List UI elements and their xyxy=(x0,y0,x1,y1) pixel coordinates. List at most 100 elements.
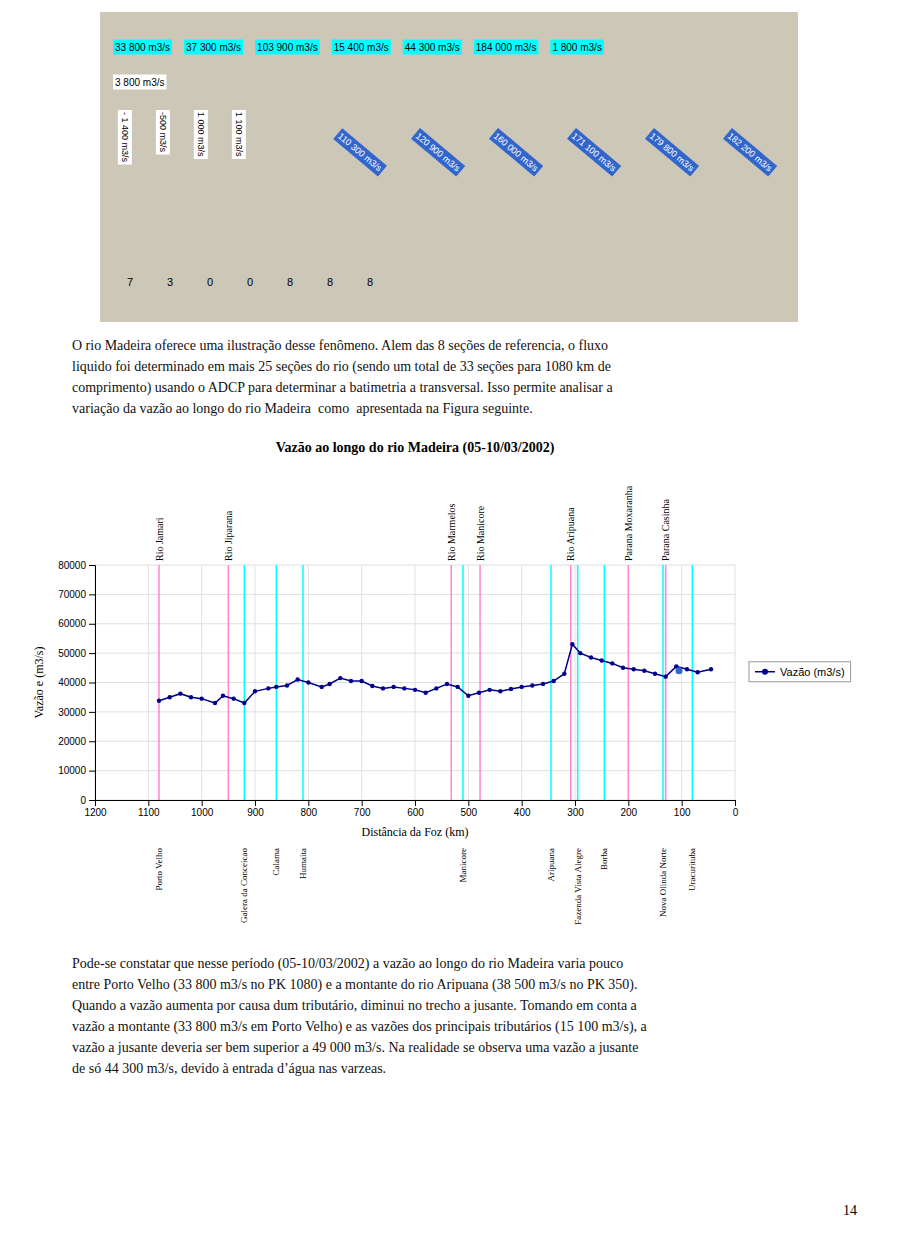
series-marker xyxy=(642,669,646,673)
series-marker xyxy=(599,658,603,662)
bottom-label: Uracurituba xyxy=(687,848,697,891)
paragraph-1-line: liquido foi determinado em mais 25 seçõe… xyxy=(72,359,611,375)
series-marker xyxy=(157,699,161,703)
top-label: Rio Jiparana xyxy=(223,510,234,561)
page: 33 800 m3/s37 300 m3/s103 900 m3/s15 400… xyxy=(0,0,898,1251)
y-tick-mark xyxy=(89,594,95,595)
map-cyan-label: 44 300 m3/s xyxy=(403,40,462,55)
x-tick-label: 500 xyxy=(460,807,477,818)
y-tick: 50000 xyxy=(58,648,95,659)
series-marker xyxy=(413,688,417,692)
grid-line-y xyxy=(95,711,735,712)
grid xyxy=(95,565,735,800)
series-marker xyxy=(709,667,713,671)
x-tick-mark xyxy=(682,800,683,806)
reference-line xyxy=(570,565,572,800)
reference-line xyxy=(662,565,664,800)
map-white-vertical-label: 1 000 m3/s xyxy=(194,110,208,159)
map-white-vertical-label-text: -500 m3/s xyxy=(158,112,168,153)
page-number: 14 xyxy=(843,1203,857,1218)
series-marker xyxy=(359,679,363,683)
series-marker xyxy=(213,701,217,705)
map-blue-label: 182 200 m3/s xyxy=(723,128,777,177)
series-marker xyxy=(695,670,699,674)
series-marker xyxy=(578,651,582,655)
map-small-number: 8 xyxy=(287,276,293,288)
map-white-vertical-label: - 1 400 m3/s xyxy=(118,110,132,165)
map-cyan-label-text: 33 800 m3/s xyxy=(115,42,170,53)
map-cyan-label: 37 300 m3/s xyxy=(184,40,243,55)
series-marker xyxy=(530,683,534,687)
map-blue-label: 179 800 m3/s xyxy=(645,128,699,177)
map-small-number: 7 xyxy=(127,276,133,288)
y-tick-mark xyxy=(89,653,95,654)
y-tick: 80000 xyxy=(58,560,95,571)
series-marker xyxy=(487,688,491,692)
x-tick-label: 800 xyxy=(300,807,317,818)
series-marker xyxy=(541,682,545,686)
map-blue-label-box xyxy=(489,128,543,177)
map-white-vertical-label-box xyxy=(156,110,170,155)
legend: Vazão (m3/s) xyxy=(749,662,851,682)
x-tick-mark xyxy=(202,800,203,806)
map-cyan-label: 15 400 m3/s xyxy=(332,40,391,55)
legend-frame xyxy=(749,662,851,682)
bottom-label: Nova Olinda Norte xyxy=(658,848,668,917)
map-small-number-text: 8 xyxy=(327,276,333,288)
map-small-number-text: 8 xyxy=(367,276,373,288)
x-tick-label: 0 xyxy=(733,807,739,818)
x-tick-label: 400 xyxy=(514,807,531,818)
series-marker xyxy=(319,685,323,689)
map-cyan-label-text: 15 400 m3/s xyxy=(334,42,389,53)
bottom-label: Porto Velho xyxy=(154,848,164,891)
x-tick-label: 200 xyxy=(620,807,637,818)
series-marker xyxy=(685,667,689,671)
reference-line xyxy=(451,565,453,800)
top-label: Rio Manicore xyxy=(475,505,486,561)
x-tick-label: 100 xyxy=(674,807,691,818)
map-cyan-label: 184 000 m3/s xyxy=(474,40,539,55)
series-marker xyxy=(477,691,481,695)
y-tick-label: 70000 xyxy=(58,589,86,600)
x-tick-label: 700 xyxy=(354,807,371,818)
series-marker xyxy=(402,686,406,690)
series-marker xyxy=(455,685,459,689)
series-marker xyxy=(306,680,310,684)
x-tick-label: 300 xyxy=(567,807,584,818)
top-label: Rio Jamari xyxy=(154,517,165,561)
bottom-label: Calama xyxy=(271,848,281,876)
map-blue-label-text: 160 000 m3/s xyxy=(492,131,541,174)
y-tick: 70000 xyxy=(58,589,95,600)
map-blue-label: 120 900 m3/s xyxy=(411,128,465,177)
x-tick: 1200 xyxy=(84,800,107,818)
x-tick: 1100 xyxy=(138,800,160,818)
reference-line xyxy=(228,565,230,800)
legend-item: Vazão (m3/s) xyxy=(755,666,845,678)
legend-swatch-marker xyxy=(762,669,768,675)
map-small-number-text: 0 xyxy=(207,276,213,288)
y-tick: 10000 xyxy=(58,765,95,776)
x-tick-label: 1100 xyxy=(138,807,160,818)
paragraph-2-line: Quando a vazão aumenta por causa dum tri… xyxy=(72,998,638,1013)
series-line xyxy=(159,644,711,703)
x-tick: 800 xyxy=(300,800,317,818)
x-tick-mark xyxy=(522,800,523,806)
top-label: Parana Casinha xyxy=(660,499,671,561)
map-blue-label: 160 000 m3/s xyxy=(489,128,543,177)
y-tick-mark xyxy=(89,800,95,801)
series-marker xyxy=(167,695,171,699)
map-small-number-text: 0 xyxy=(247,276,253,288)
map-blue-label-text: 120 900 m3/s xyxy=(414,131,463,174)
paragraph-2-line: vazão a montante (33 800 m3/s em Porto V… xyxy=(72,1019,648,1035)
map-blue-label-box xyxy=(645,128,699,177)
map-white-vertical-label-text: 1 100 m3/s xyxy=(234,112,244,157)
map-white-vertical-label-text: 1 000 m3/s xyxy=(196,112,206,157)
top-label: Rio Aripuana xyxy=(565,507,576,561)
bottom-label: Manicore xyxy=(458,848,468,882)
bottom-label: Fazenda Vista Alegre xyxy=(573,848,583,925)
x-tick-mark xyxy=(628,800,629,806)
reference-line xyxy=(604,565,606,800)
series-marker xyxy=(221,694,225,698)
paragraph-1-line: comprimento) usando o ADCP para determin… xyxy=(72,380,613,396)
x-tick: 500 xyxy=(460,800,477,818)
